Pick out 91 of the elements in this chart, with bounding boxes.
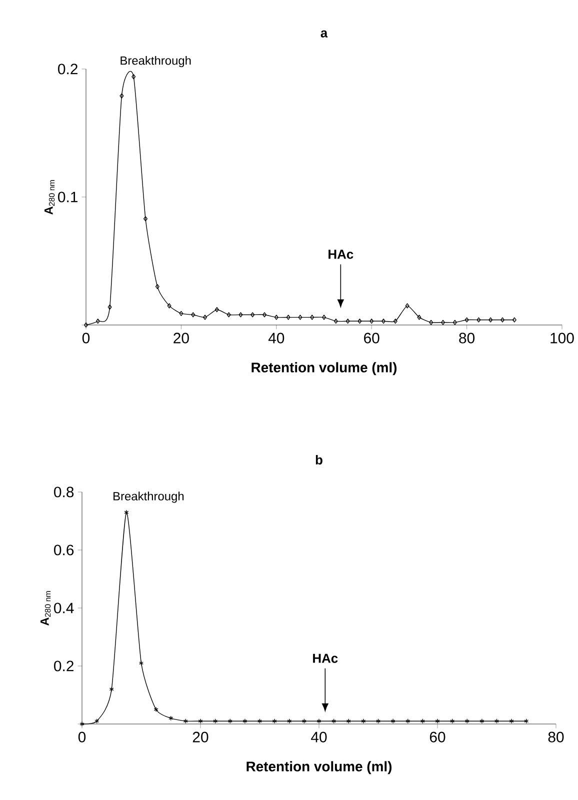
point (120, 93, 124, 98)
x-axis-title: Retention volume (ml) (246, 761, 392, 774)
point (250, 312, 255, 318)
y-tick-label: 0.2 (58, 64, 78, 74)
point (370, 318, 374, 324)
x-tick-label: 0 (78, 732, 86, 742)
x-tick-label: 60 (364, 332, 380, 344)
point (332, 718, 336, 724)
point (435, 718, 440, 724)
point (96, 318, 100, 324)
point (417, 314, 422, 320)
point (109, 686, 114, 692)
point (302, 718, 307, 724)
point (154, 706, 158, 712)
point (441, 320, 446, 325)
point (215, 307, 220, 312)
point (376, 718, 381, 724)
point (124, 510, 129, 515)
point (258, 718, 262, 724)
chart-title: b (316, 454, 323, 465)
chart-title: a (320, 30, 328, 38)
point (358, 318, 362, 324)
y-tick-label: 0.8 (54, 486, 74, 498)
y-tick-label: 0.4 (54, 602, 74, 614)
point (213, 718, 218, 724)
point (509, 718, 514, 724)
point (453, 320, 458, 325)
point (108, 304, 112, 310)
point (390, 718, 396, 724)
point (242, 718, 248, 724)
x-tick-label: 0 (82, 332, 90, 344)
point (346, 718, 351, 724)
point (274, 314, 278, 320)
point (394, 318, 398, 324)
point (464, 317, 469, 322)
point (480, 718, 484, 724)
annotation: HAc (313, 654, 338, 663)
y-tick-label: 0.1 (58, 192, 78, 202)
y-axis-title: A$_{280 nm}$ (44, 180, 55, 215)
point (322, 314, 326, 320)
point (464, 718, 470, 724)
point (316, 718, 322, 724)
point (500, 317, 505, 322)
point (184, 718, 188, 724)
point (262, 312, 267, 318)
annotation: Breakthrough (114, 492, 184, 503)
x-tick-label: 40 (311, 732, 327, 742)
point (179, 310, 184, 316)
point (286, 314, 290, 320)
point (168, 716, 174, 721)
point (488, 317, 493, 322)
point (167, 303, 172, 308)
x-axis-title: Retention volume (ml) (252, 362, 397, 376)
point (429, 320, 434, 325)
point (361, 718, 366, 724)
point (382, 318, 386, 324)
point (226, 312, 231, 318)
y-tick-label: 0.2 (54, 660, 74, 672)
annotation: Breakthrough (120, 56, 191, 68)
x-tick-label: 20 (193, 732, 208, 742)
point (334, 318, 338, 324)
point (132, 74, 136, 80)
point (287, 718, 292, 724)
x-tick-label: 100 (550, 332, 574, 344)
point (191, 312, 196, 318)
point (144, 216, 148, 222)
point (346, 318, 350, 324)
x-tick-label: 60 (430, 732, 446, 742)
point (238, 312, 243, 318)
point (198, 718, 203, 724)
point (310, 314, 314, 320)
point (298, 314, 302, 320)
y-tick-label: 0.6 (54, 544, 74, 556)
point (203, 314, 208, 320)
x-tick-label: 80 (459, 332, 475, 344)
point (450, 718, 455, 724)
point (94, 718, 100, 724)
point (406, 718, 410, 724)
y-axis-title: A$_{280 nm}$ (40, 591, 51, 626)
point (420, 718, 426, 724)
x-tick-label: 20 (174, 332, 190, 344)
point (405, 303, 410, 308)
point (494, 718, 500, 724)
point (228, 718, 232, 724)
x-tick-label: 80 (548, 732, 564, 742)
point (476, 317, 481, 322)
annotation: HAc (328, 250, 354, 259)
point (272, 718, 277, 724)
point (139, 660, 144, 666)
x-tick-label: 40 (268, 332, 284, 344)
point (156, 284, 160, 290)
